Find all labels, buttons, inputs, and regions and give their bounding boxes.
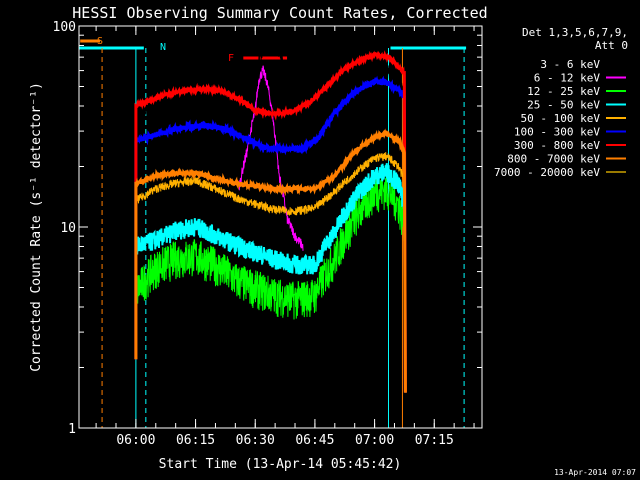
x-axis-label: Start Time (13-Apr-14 05:45:42) bbox=[159, 457, 402, 472]
flag-label-N: N bbox=[160, 42, 166, 53]
y-tick-label: 1 bbox=[68, 422, 76, 437]
legend-header-line-2: Att 0 bbox=[595, 39, 628, 52]
series-line-2 bbox=[135, 172, 406, 393]
flag-bars: S N F bbox=[79, 36, 467, 64]
legend-label: 7000 - 20000 keV bbox=[494, 166, 600, 179]
flag-label-F: F bbox=[228, 53, 234, 64]
series-line-6 bbox=[134, 50, 407, 393]
legend-header-line-1: Det 1,3,5,6,7,9, bbox=[522, 26, 628, 39]
legend-label: 12 - 25 keV bbox=[527, 85, 600, 98]
y-tick-label: 100 bbox=[53, 20, 76, 35]
flag-label-S: S bbox=[97, 36, 103, 47]
legend-label: 300 - 800 keV bbox=[514, 139, 600, 152]
x-tick-label: 06:45 bbox=[295, 433, 334, 448]
x-tick-label: 07:15 bbox=[415, 433, 454, 448]
x-tick-label: 06:15 bbox=[176, 433, 215, 448]
series-line-1 bbox=[238, 65, 304, 251]
legend-label: 800 - 7000 keV bbox=[507, 153, 600, 166]
y-tick-label: 10 bbox=[60, 221, 76, 236]
axes: 1 10 100 06:00 06:15 06:30 06:45 07:00 07:15 bbox=[53, 20, 482, 448]
series-line-3 bbox=[134, 163, 407, 393]
legend-label: 3 - 6 keV bbox=[540, 58, 600, 71]
legend-label: 50 - 100 keV bbox=[521, 112, 601, 125]
series-line-4 bbox=[135, 152, 406, 393]
series-lines bbox=[134, 31, 407, 393]
legend-label: 25 - 50 keV bbox=[527, 99, 600, 112]
series-line-7 bbox=[134, 128, 407, 393]
x-tick-label: 06:00 bbox=[116, 433, 155, 448]
x-tick-label: 07:00 bbox=[355, 433, 394, 448]
plot-timestamp: 13-Apr-2014 07:07 bbox=[554, 468, 636, 477]
y-axis-label: Corrected Count Rate (s⁻¹ detector⁻¹) bbox=[29, 82, 44, 372]
legend-label: 100 - 300 keV bbox=[514, 126, 600, 139]
series-line-5 bbox=[134, 75, 407, 393]
chart-title: HESSI Observing Summary Count Rates, Cor… bbox=[72, 4, 487, 22]
x-tick-label: 06:30 bbox=[236, 433, 275, 448]
legend-label: 6 - 12 keV bbox=[534, 72, 601, 85]
